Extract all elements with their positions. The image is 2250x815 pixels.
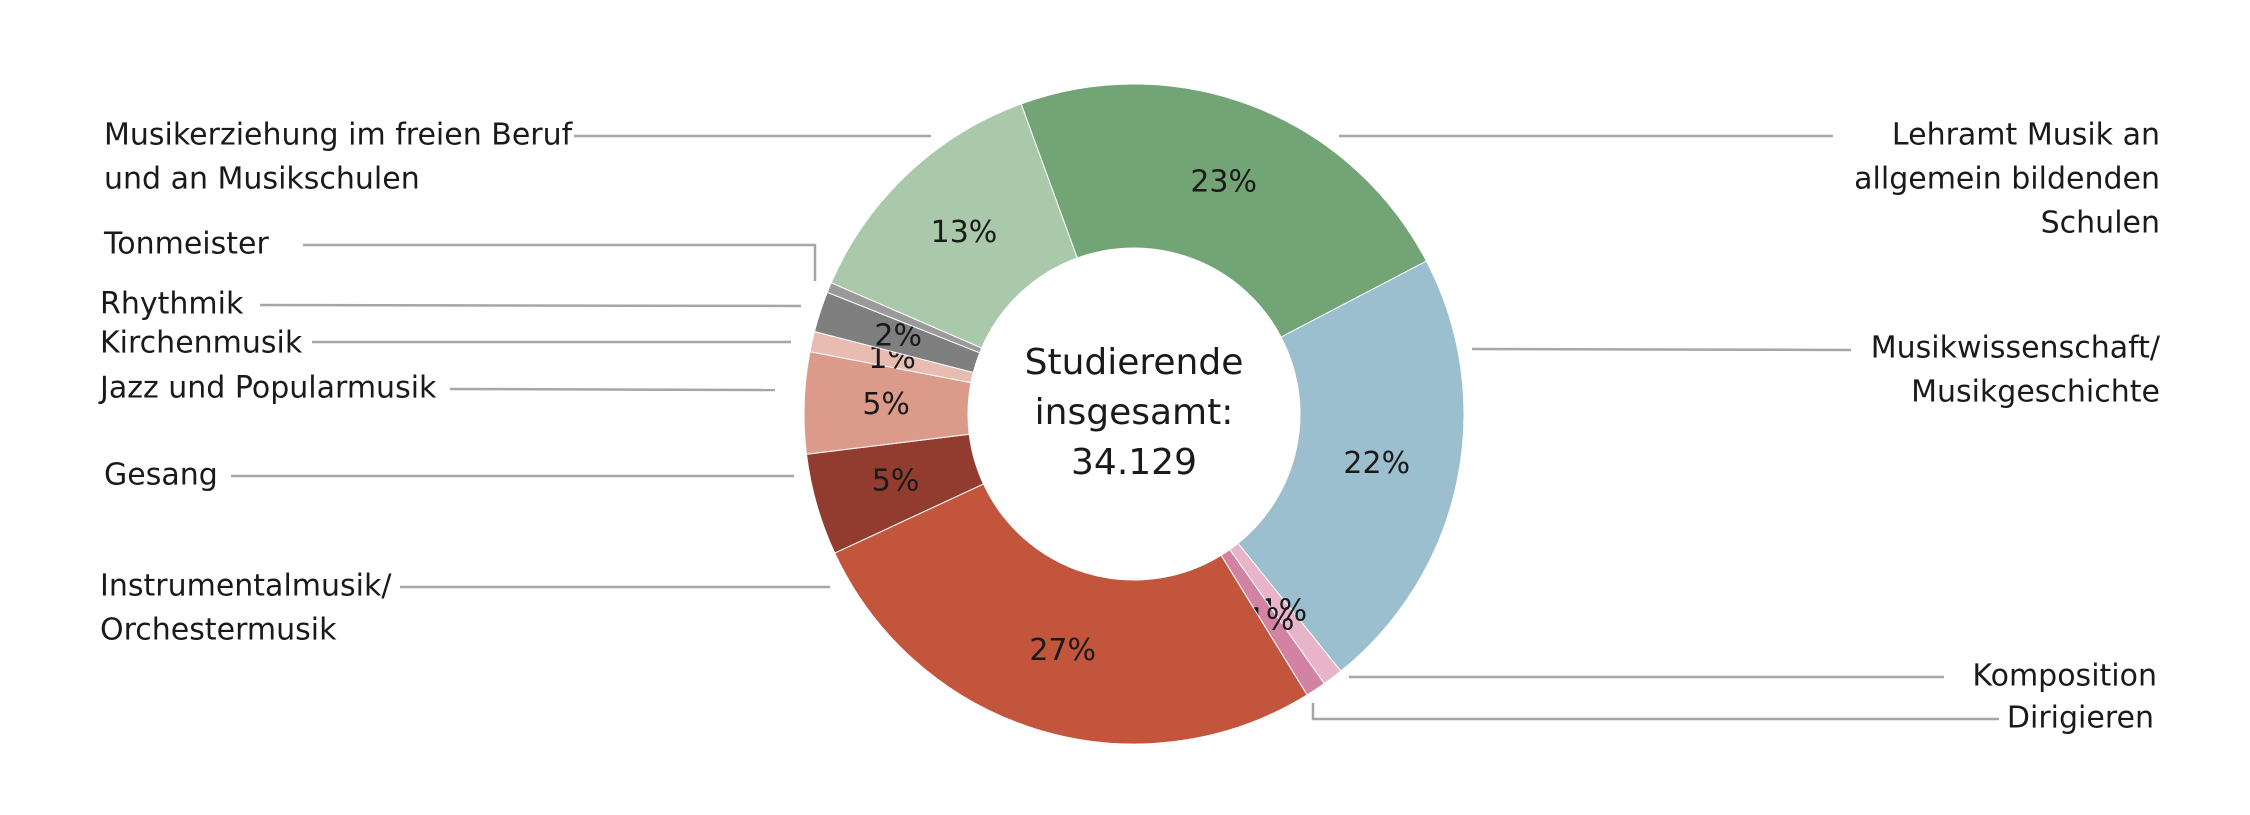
center-text: insgesamt:	[1035, 392, 1234, 433]
category-label: Komposition	[1972, 659, 2157, 694]
donut-segment	[1237, 260, 1465, 672]
leader-line	[303, 243, 817, 281]
leader-line	[1471, 347, 1852, 352]
value-label: 22%	[1343, 446, 1410, 481]
category-label: Orchestermusik	[100, 613, 337, 648]
donut-segment	[1020, 83, 1428, 338]
leader-line	[1311, 703, 1999, 721]
category-label: allgemein bildenden	[1854, 162, 2160, 197]
value-label: 13%	[931, 215, 998, 250]
category-label: Jazz und Popularmusik	[98, 371, 437, 406]
category-label: Schulen	[2041, 206, 2160, 241]
value-label: 27%	[1029, 633, 1096, 668]
center-text: Studierende	[1025, 342, 1244, 383]
value-label: 5%	[872, 464, 920, 499]
category-label: Musikerziehung im freien Beruf	[104, 118, 574, 153]
category-label: und an Musikschulen	[104, 162, 420, 197]
category-label: Instrumentalmusik/	[100, 569, 392, 604]
leader-line	[259, 303, 802, 308]
category-label: Tonmeister	[103, 227, 269, 262]
value-label: 5%	[862, 387, 910, 422]
value-label: 23%	[1190, 164, 1257, 199]
category-label: Kirchenmusik	[100, 326, 303, 361]
category-label: Lehramt Musik an	[1892, 118, 2160, 153]
category-label: Rhythmik	[100, 287, 244, 322]
donut-segment	[834, 483, 1308, 745]
donut-segment	[830, 103, 1078, 349]
center-text: 34.129	[1071, 442, 1197, 483]
category-label: Dirigieren	[2007, 701, 2154, 736]
category-label: Gesang	[104, 458, 218, 493]
leader-line	[449, 387, 776, 392]
category-label: Musikgeschichte	[1911, 375, 2160, 410]
category-label: Musikwissenschaft/	[1871, 331, 2161, 366]
